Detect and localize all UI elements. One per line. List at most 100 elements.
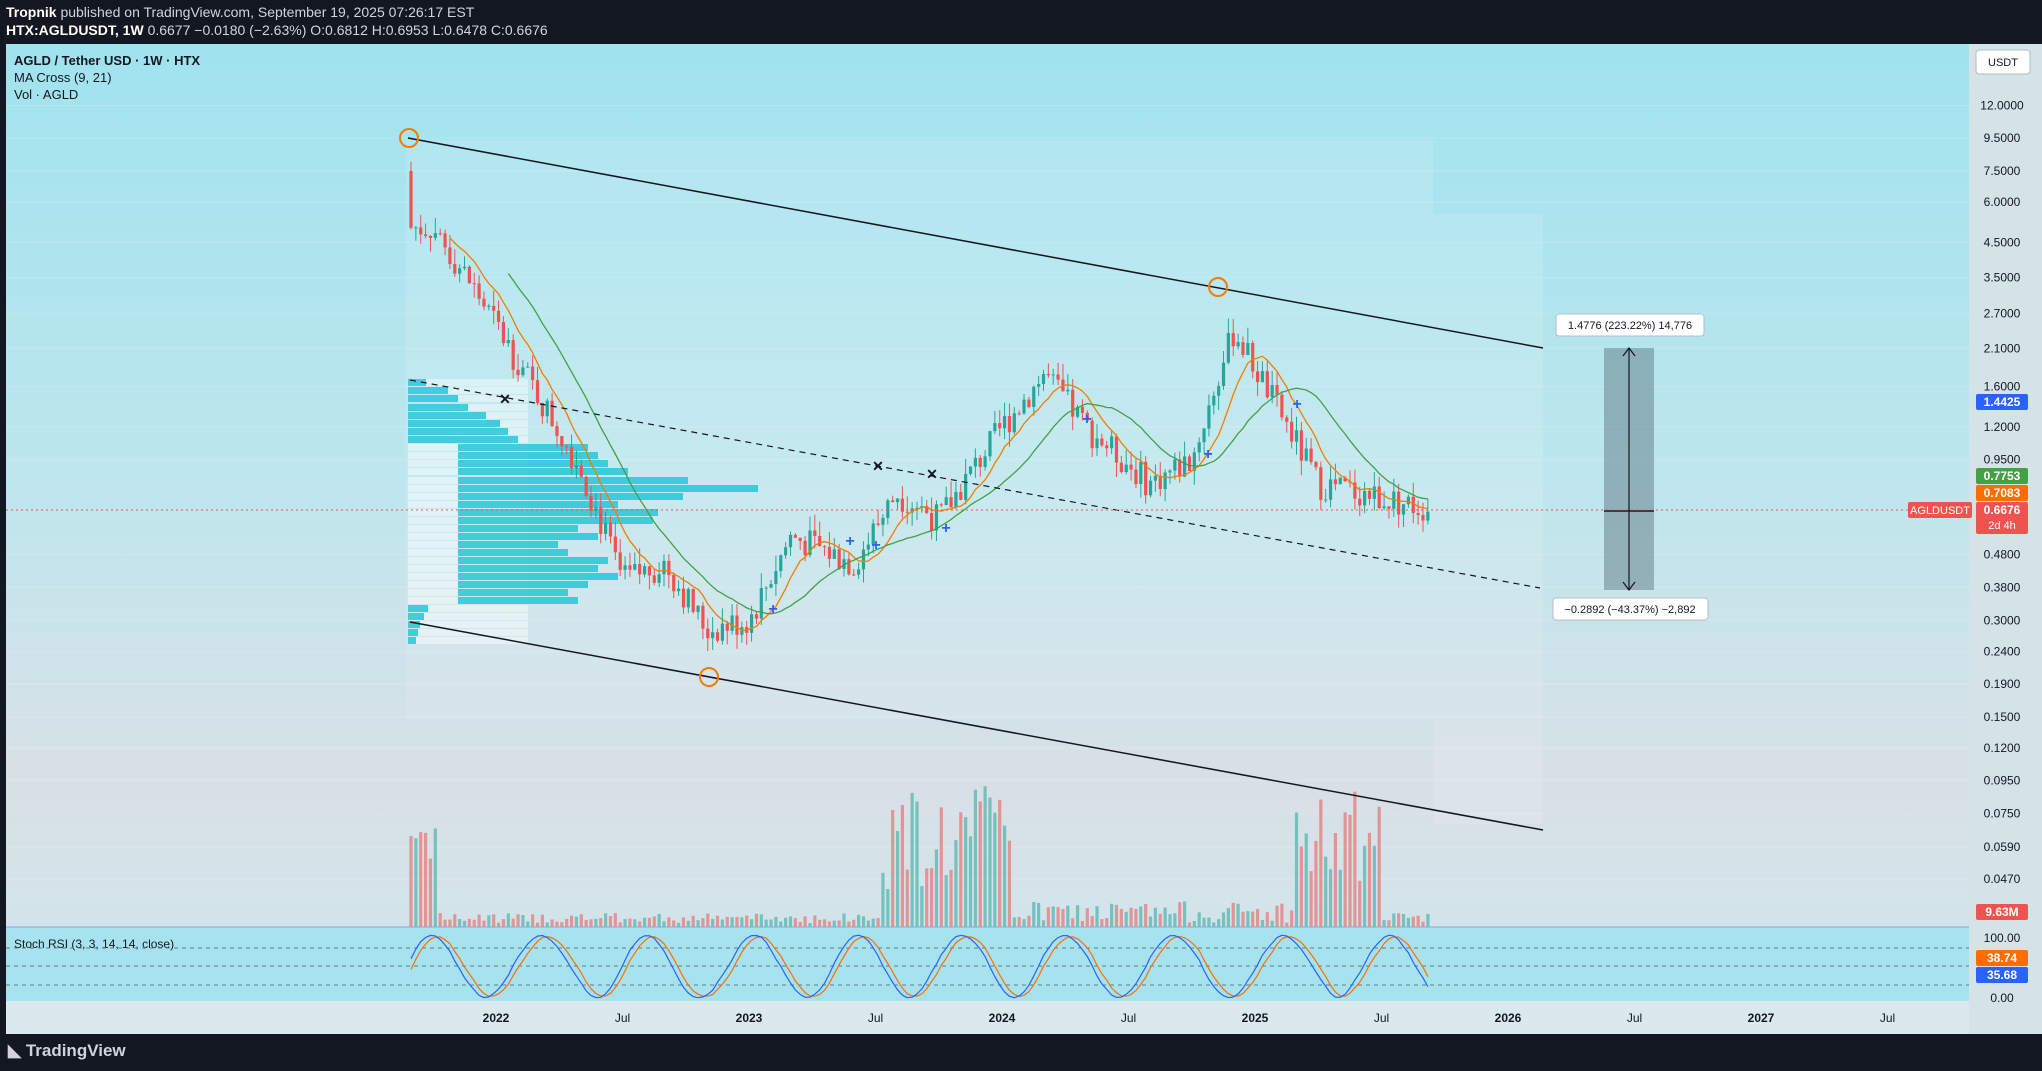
low-value: L:0.6478 bbox=[432, 22, 487, 38]
tv-logo-text: TradingView bbox=[25, 1041, 126, 1060]
candle-body bbox=[827, 546, 832, 559]
volume-tag bbox=[1976, 904, 2028, 920]
volume-bar bbox=[1080, 920, 1085, 927]
candle-body bbox=[774, 571, 778, 584]
volume-bar bbox=[715, 915, 720, 927]
volume-bar bbox=[574, 916, 579, 927]
candle-body bbox=[1202, 428, 1206, 443]
volume-profile bbox=[408, 379, 758, 644]
candle-body bbox=[487, 305, 491, 307]
volume-bar bbox=[1372, 845, 1376, 927]
volume-bar bbox=[1110, 903, 1114, 927]
candle-body bbox=[667, 560, 671, 576]
legend-vol[interactable]: Vol · AGLD bbox=[14, 87, 79, 102]
candle-body bbox=[818, 536, 822, 547]
ma-cross-marker-dark: ✕ bbox=[872, 458, 884, 474]
range-zone bbox=[406, 140, 1433, 719]
candle-body bbox=[691, 589, 695, 612]
ma-cross-marker: + bbox=[1082, 411, 1091, 428]
price-tick-label: 2.1000 bbox=[1984, 342, 2021, 356]
volume-bar bbox=[453, 914, 457, 927]
volume-bar bbox=[1387, 920, 1391, 927]
candle-body bbox=[1144, 461, 1148, 496]
measure-up-label: 1.4776 (223.22%) 14,776 bbox=[1568, 320, 1692, 332]
volume-bar bbox=[701, 918, 705, 927]
candle-body bbox=[842, 559, 846, 570]
candle-body bbox=[759, 587, 763, 619]
candle-body bbox=[798, 537, 802, 541]
candle-body bbox=[1251, 342, 1255, 372]
volume-bar bbox=[1294, 812, 1299, 927]
currency-button-label[interactable]: USDT bbox=[1988, 57, 2018, 69]
volume-bar bbox=[584, 919, 588, 927]
price-tick-label: 2.7000 bbox=[1984, 307, 2021, 321]
candle-body bbox=[1382, 506, 1386, 509]
volume-bar bbox=[1134, 908, 1138, 927]
candle-body bbox=[1085, 412, 1089, 421]
time-tick-label: 2024 bbox=[989, 1011, 1016, 1025]
last-price-tag bbox=[1976, 502, 2028, 534]
tv-logo-icon: ◣ bbox=[8, 1041, 22, 1060]
ma-cross-marker: + bbox=[768, 601, 777, 618]
channel-upper-line[interactable] bbox=[407, 137, 1544, 349]
volume-bar bbox=[1066, 905, 1070, 927]
volume-bar bbox=[1246, 911, 1250, 927]
candle-body bbox=[584, 476, 588, 496]
volume-bar bbox=[599, 918, 603, 927]
currency-button[interactable] bbox=[1975, 49, 2031, 75]
channel-mid-line[interactable] bbox=[409, 379, 1541, 589]
stoch-lines bbox=[410, 934, 1429, 999]
volume-bar bbox=[1100, 919, 1104, 927]
volume-bar bbox=[1085, 908, 1089, 927]
footer-bar bbox=[0, 1034, 2042, 1071]
volume-bar bbox=[1153, 907, 1158, 927]
volume-bar bbox=[822, 919, 827, 927]
candle-body bbox=[954, 491, 958, 508]
legend-title[interactable]: AGLD / Tether USD · 1W · HTX bbox=[14, 53, 201, 68]
volume-bar bbox=[613, 913, 617, 927]
candle-body bbox=[467, 266, 471, 284]
ma-cross-marker-dark: ✕ bbox=[499, 391, 511, 407]
candle-body bbox=[531, 366, 535, 381]
volume-bar bbox=[1090, 916, 1094, 927]
chart-area[interactable]: + + + + + + + ✕ ✕ ✕ 1.4776 (223.22%) 14,776 −0.28… bbox=[0, 44, 2042, 1034]
volume-profile-row bbox=[408, 412, 486, 419]
legend-ma[interactable]: MA Cross (9, 21) bbox=[14, 70, 112, 85]
volume-bar bbox=[1148, 916, 1153, 927]
candle-body bbox=[608, 522, 613, 537]
channel-lower-line[interactable] bbox=[409, 621, 1544, 831]
price-axis-background bbox=[1969, 44, 2042, 1034]
ma-cross-marker: + bbox=[871, 537, 880, 554]
volume-bar bbox=[1290, 910, 1294, 927]
volume-bar bbox=[784, 917, 788, 927]
ma-fast-value-2: 0.7083 bbox=[1984, 486, 2021, 500]
volume-bar bbox=[968, 836, 973, 927]
volume-bar bbox=[1314, 840, 1318, 927]
open-value: O:0.6812 bbox=[310, 22, 368, 38]
volume-bar bbox=[1017, 916, 1021, 927]
stoch-axis-top: 100.00 bbox=[1984, 931, 2021, 945]
volume-profile-row bbox=[458, 452, 598, 459]
candle-body bbox=[453, 264, 457, 274]
volume-bar bbox=[1032, 902, 1036, 927]
volume-bar bbox=[1037, 902, 1041, 927]
symbol-tag-label: AGLDUSDT bbox=[1910, 505, 1970, 517]
candle-body bbox=[730, 615, 734, 631]
volume-bar bbox=[1328, 869, 1333, 927]
volume-bar bbox=[545, 922, 549, 927]
price-tick-label: 0.0950 bbox=[1984, 774, 2021, 788]
volume-bar bbox=[1348, 814, 1352, 927]
close-value: C:0.6676 bbox=[490, 22, 548, 38]
candle-body bbox=[448, 247, 452, 265]
volume-bar bbox=[1285, 922, 1289, 927]
tradingview-logo: ◣ TradingView bbox=[8, 1041, 126, 1061]
author-name[interactable]: Tropnik bbox=[6, 4, 57, 20]
volume-bar bbox=[1041, 920, 1046, 927]
volume-bar bbox=[832, 920, 836, 927]
volume-profile-row bbox=[458, 501, 618, 508]
volume-profile-row bbox=[458, 565, 598, 572]
price-tick-label: 0.1200 bbox=[1984, 741, 2021, 755]
chart-svg[interactable]: + + + + + + + ✕ ✕ ✕ 1.4776 (223.22%) 14,776 −0.28… bbox=[0, 44, 2042, 1034]
volume-bar bbox=[1139, 906, 1143, 927]
volume-bar bbox=[808, 922, 812, 927]
